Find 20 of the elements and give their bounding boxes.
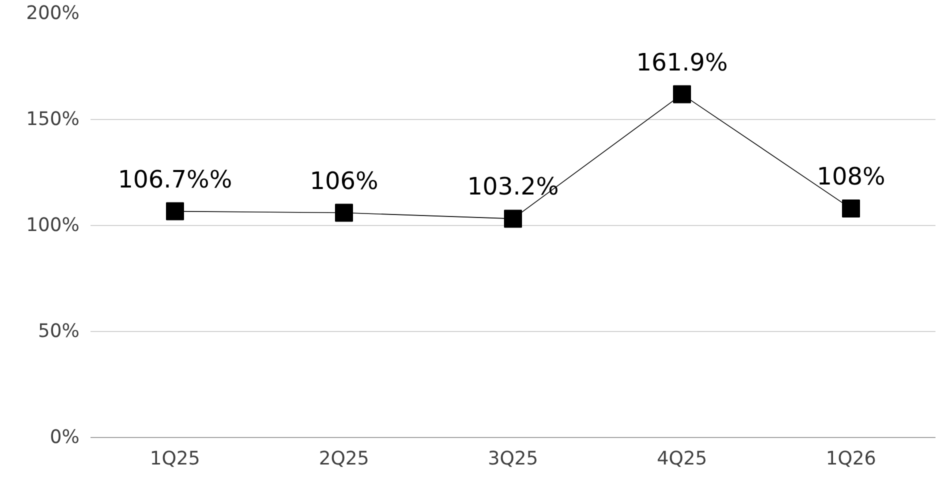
x-tick-label: 3Q25: [488, 448, 538, 470]
y-tick-label: 150%: [26, 109, 80, 130]
y-tick-label: 50%: [38, 321, 80, 342]
y-tick-label: 0%: [50, 427, 80, 448]
y-tick-label: 100%: [26, 215, 80, 236]
data-label: 106.7%%: [118, 165, 232, 194]
point: [842, 200, 860, 218]
data-label: 103.2%: [467, 172, 559, 201]
y-tick-label: 200%: [26, 3, 80, 24]
point: [673, 85, 691, 104]
point: [335, 204, 353, 222]
x-tick-label: 1Q26: [826, 448, 876, 470]
x-tick-label: 1Q25: [150, 448, 200, 470]
x-tick-label: 2Q25: [318, 448, 370, 470]
data-label: 108%: [816, 162, 886, 191]
point: [504, 210, 522, 228]
x-tick-label: 4Q25: [656, 448, 708, 470]
data-label: 161.9%: [636, 48, 728, 76]
point: [166, 202, 184, 220]
data-label: 106%: [310, 166, 378, 195]
